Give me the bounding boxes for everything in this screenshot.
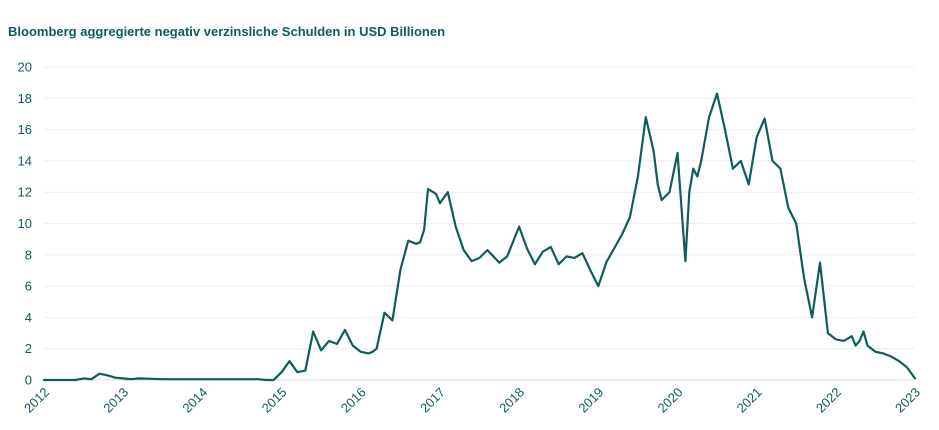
y-tick-label: 12 (18, 185, 32, 200)
x-tick-label: 2012 (21, 385, 52, 416)
series-line (42, 92, 917, 382)
x-axis-ticks: 2012 2013 2014 2015 2016 2017 2018 2019 2020 2021… (21, 385, 923, 416)
x-tick-label: 2019 (575, 385, 606, 416)
x-tick-label: 2018 (496, 385, 527, 416)
x-tick-label: 2020 (655, 385, 686, 416)
chart-title: Bloomberg aggregierte negativ verzinslic… (8, 24, 446, 39)
y-axis-ticks: 0 2 4 6 8 10 12 14 16 18 20 (18, 60, 32, 388)
x-tick-label: 2014 (179, 385, 210, 416)
x-tick-label: 2015 (259, 385, 290, 416)
y-tick-label: 16 (18, 122, 32, 137)
y-tick-label: 20 (18, 60, 32, 75)
y-tick-label: 14 (18, 153, 32, 168)
y-tick-label: 18 (18, 91, 32, 106)
x-tick-label: 2022 (813, 385, 844, 416)
x-tick-label: 2013 (100, 385, 131, 416)
x-tick-label: 2021 (734, 385, 765, 416)
x-tick-label: 2017 (417, 385, 448, 416)
y-tick-label: 10 (18, 216, 32, 231)
y-tick-label: 4 (25, 310, 32, 325)
x-tick-label: 2016 (338, 385, 369, 416)
y-tick-label: 6 (25, 279, 32, 294)
y-tick-label: 2 (25, 341, 32, 356)
x-tick-label: 2023 (892, 385, 923, 416)
gridlines (44, 66, 915, 350)
y-tick-label: 8 (25, 247, 32, 262)
y-tick-label: 0 (25, 373, 32, 388)
